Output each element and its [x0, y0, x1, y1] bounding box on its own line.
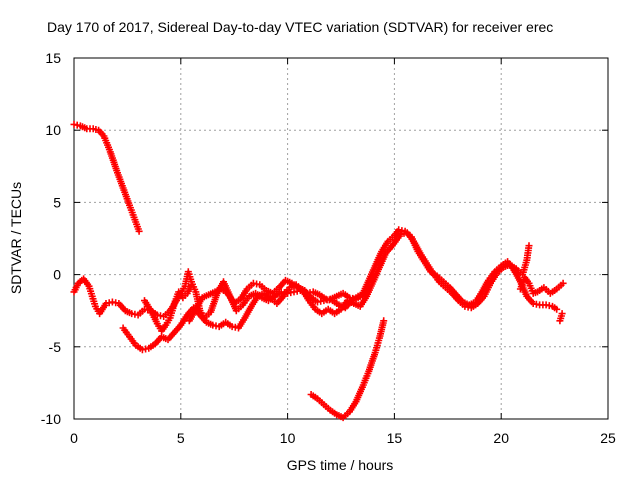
y-tick-label: -5 [49, 339, 62, 355]
series-arc-e [141, 281, 195, 335]
y-axis-label: SDTVAR / TECUs [8, 182, 24, 294]
x-tick-label: 5 [177, 430, 185, 446]
y-tick-label: 0 [53, 267, 61, 283]
series-arc-d [185, 226, 561, 325]
x-tick-label: 20 [493, 430, 509, 446]
data-point [559, 279, 567, 287]
data-point [558, 310, 566, 318]
y-tick-label: -10 [41, 411, 61, 427]
x-axis-label: GPS time / hours [287, 457, 394, 473]
grid [74, 58, 608, 419]
series-arc-h [307, 317, 388, 422]
x-tick-label: 0 [70, 430, 78, 446]
axis-ticks [73, 57, 609, 420]
series-arc-f [516, 274, 567, 297]
series-arc-g [556, 310, 566, 325]
x-tick-label: 15 [387, 430, 403, 446]
x-tick-label: 25 [600, 430, 616, 446]
data-points [70, 120, 567, 422]
chart-title: Day 170 of 2017, Sidereal Day-to-day VTE… [47, 19, 553, 35]
data-point [380, 317, 388, 325]
data-point [135, 227, 143, 235]
x-tick-labels: 0 5 10 15 20 25 [70, 430, 616, 446]
series-arc-a [70, 120, 143, 235]
x-tick-label: 10 [280, 430, 296, 446]
y-tick-label: 15 [45, 50, 61, 66]
data-point [188, 281, 195, 289]
y-tick-label: 10 [45, 122, 61, 138]
y-tick-labels: 15 10 5 0 -5 -10 [41, 50, 61, 427]
data-point [525, 242, 533, 250]
y-tick-label: 5 [53, 194, 61, 210]
data-point [553, 305, 561, 313]
